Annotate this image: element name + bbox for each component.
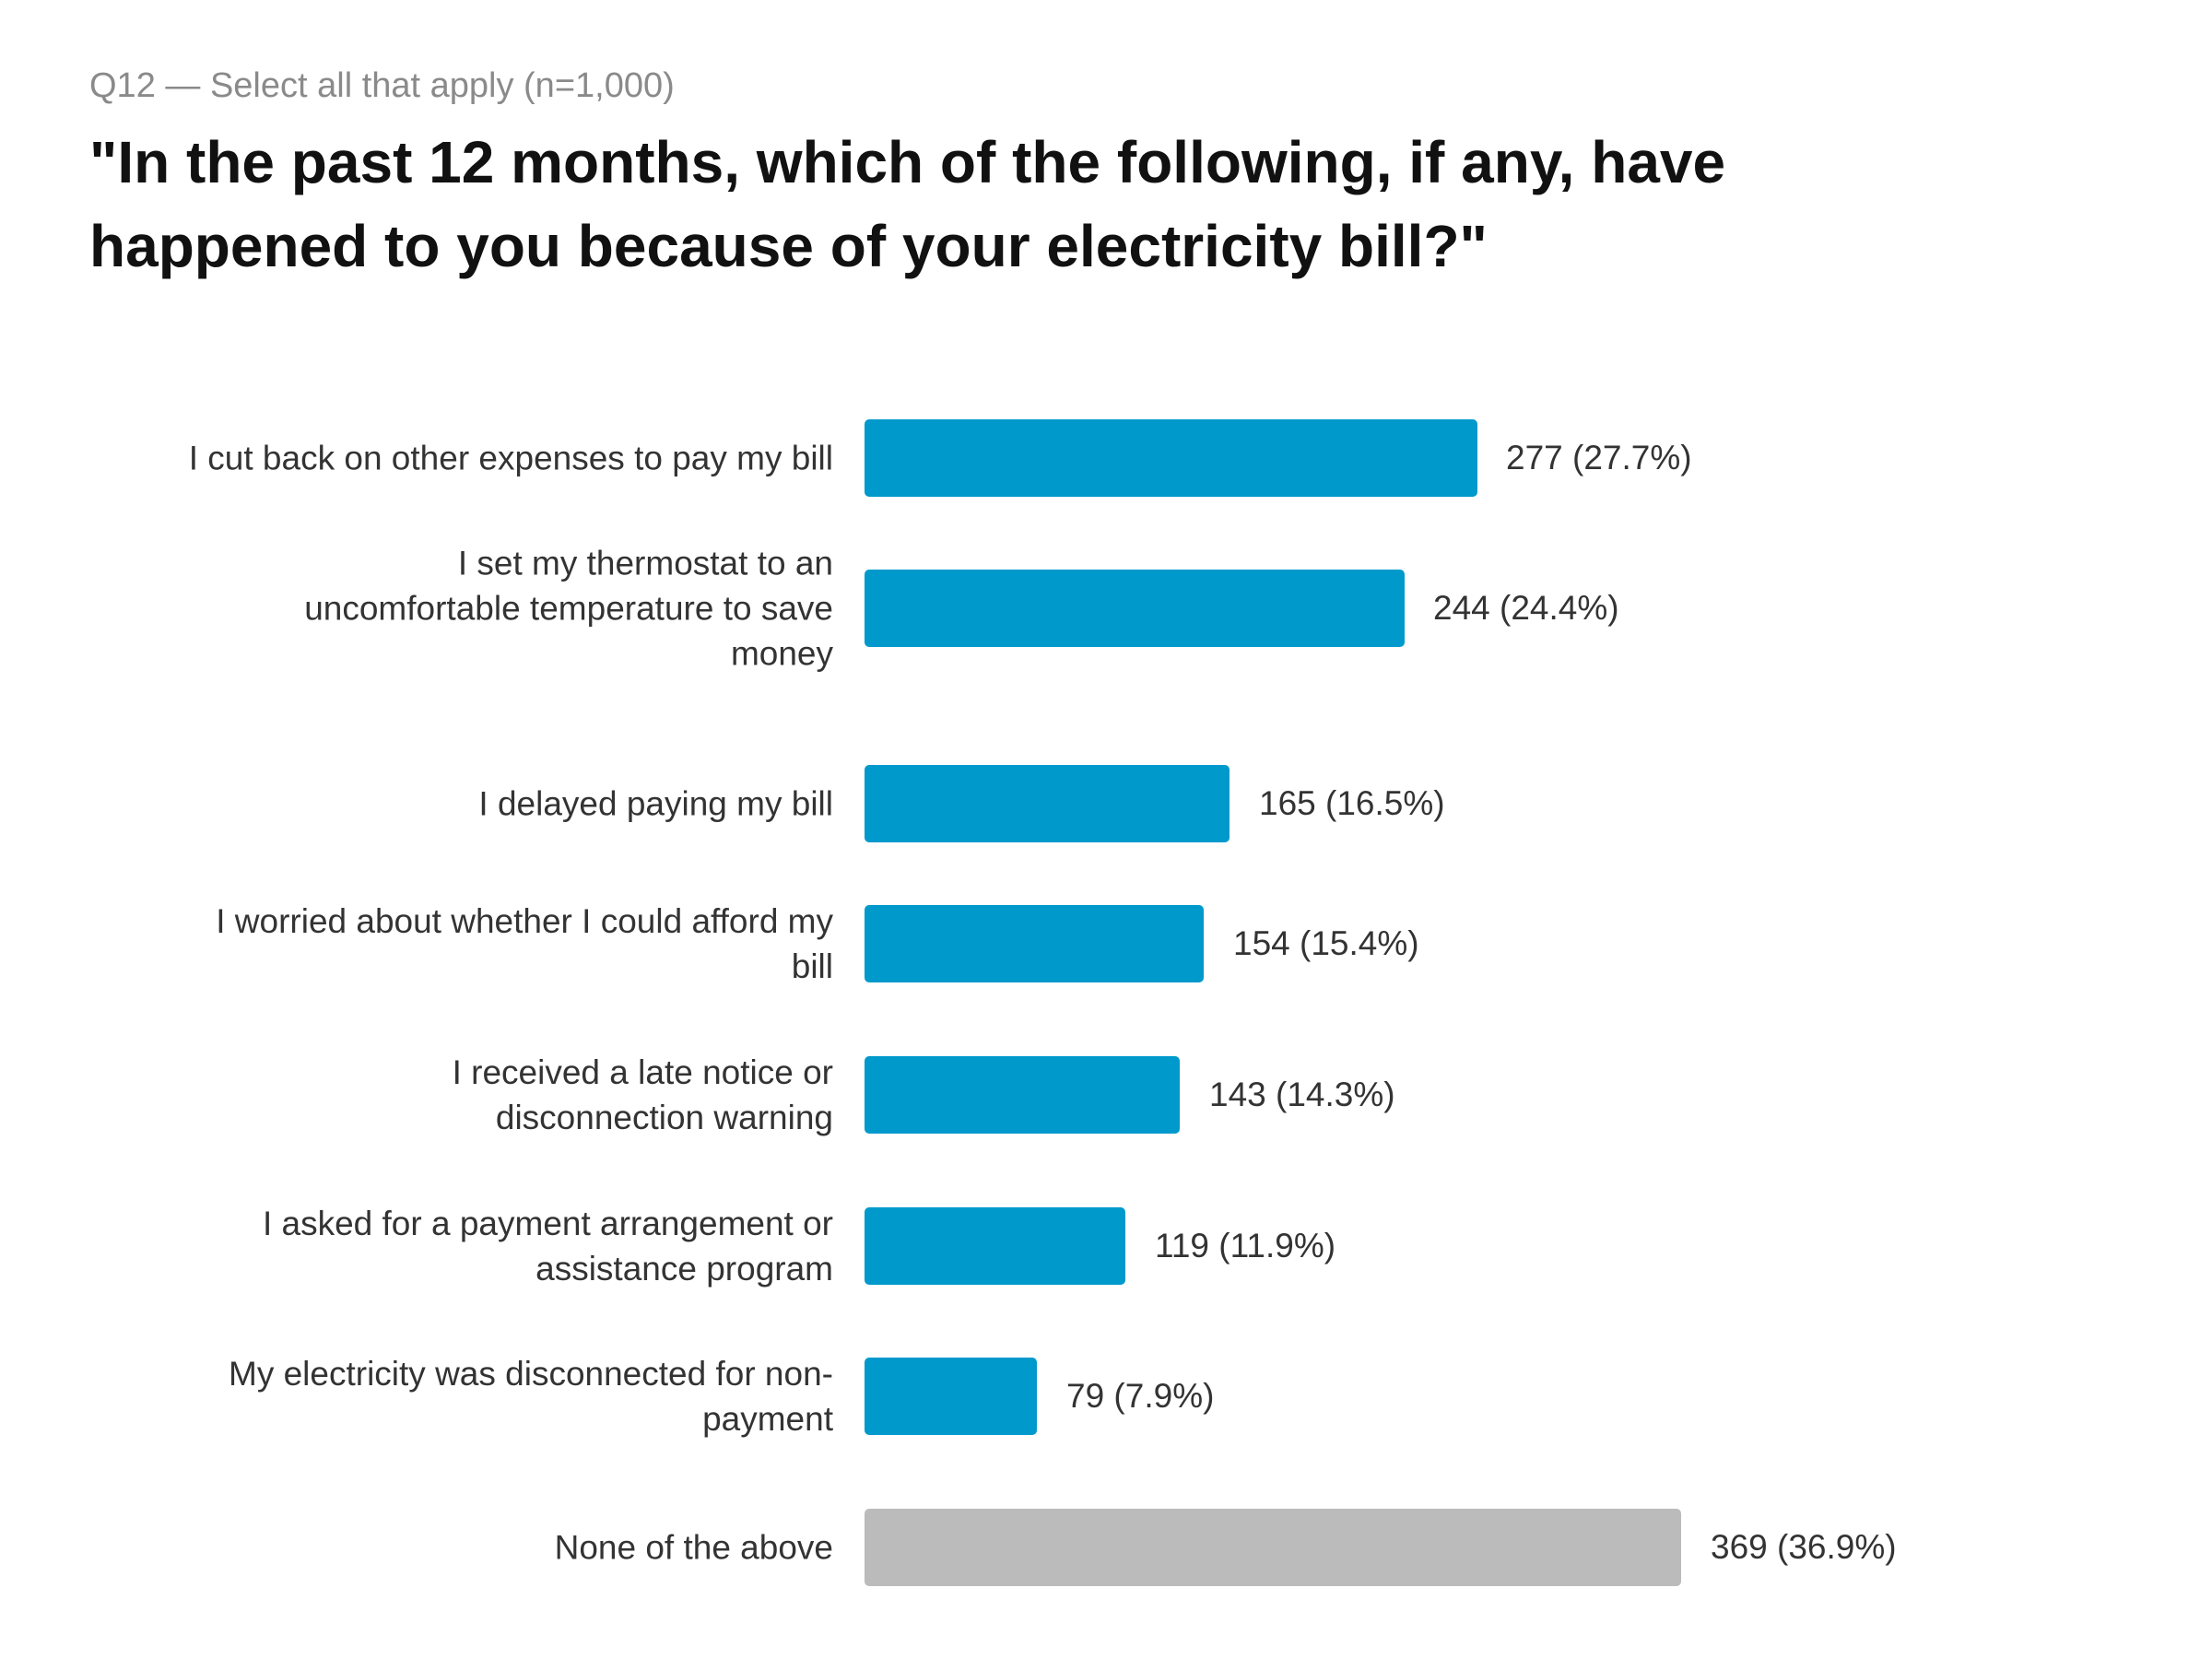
category-label: I set my thermostat to an uncomfortable … (304, 544, 833, 673)
chart-title: "In the past 12 months, which of the fol… (89, 129, 1726, 279)
value-label: 143 (14.3%) (1209, 1076, 1395, 1113)
bar (865, 905, 1204, 982)
value-label: 79 (7.9%) (1066, 1377, 1215, 1415)
bar-row: My electricity was disconnected for non-… (0, 1355, 2212, 1438)
category-label: None of the above (554, 1528, 833, 1567)
value-label: 244 (24.4%) (1433, 589, 1619, 627)
bar (865, 1207, 1125, 1285)
value-label: 277 (27.7%) (1506, 439, 1692, 476)
bar-row: I cut back on other expenses to pay my b… (0, 419, 2212, 497)
bar-row: I asked for a payment arrangement or ass… (0, 1205, 2212, 1288)
value-label: 369 (36.9%) (1711, 1528, 1897, 1566)
bar-row: I set my thermostat to an uncomfortable … (0, 545, 2212, 673)
category-label: I delayed paying my bill (478, 784, 833, 823)
value-label: 119 (11.9%) (1155, 1227, 1336, 1264)
bar-row: I worried about whether I could afford m… (0, 902, 2212, 985)
bar-row: I received a late notice or disconnectio… (0, 1053, 2212, 1136)
bar (865, 765, 1230, 842)
bar-row: I delayed paying my bill 165 (16.5%) (0, 765, 2212, 842)
category-label: I worried about whether I could afford m… (216, 902, 833, 985)
bar (865, 1358, 1037, 1435)
category-label: I received a late notice or disconnectio… (452, 1053, 833, 1136)
bar-row-none: None of the above 369 (36.9%) (0, 1509, 2212, 1586)
category-label: I cut back on other expenses to pay my b… (188, 439, 833, 477)
question-subtitle: Q12 — Select all that apply (n=1,000) (89, 66, 675, 105)
category-label: My electricity was disconnected for non-… (229, 1355, 833, 1438)
bar (865, 419, 1477, 497)
category-label: I asked for a payment arrangement or ass… (262, 1205, 833, 1288)
bar (865, 1056, 1180, 1134)
value-label: 165 (16.5%) (1259, 784, 1445, 822)
bar (865, 570, 1405, 647)
value-label: 154 (15.4%) (1233, 924, 1419, 962)
bar (865, 1509, 1681, 1586)
